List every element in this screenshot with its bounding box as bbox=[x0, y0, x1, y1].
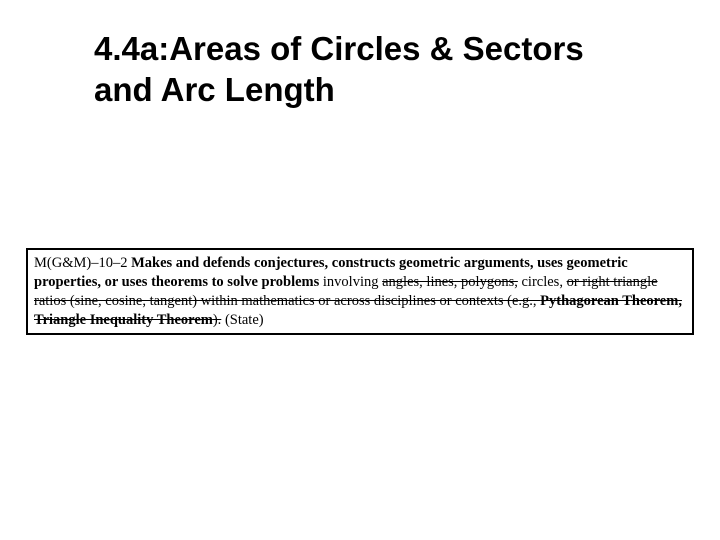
standard-text: M(G&M)–10–2 Makes and defends conjecture… bbox=[34, 254, 686, 329]
standard-plain3: (State) bbox=[221, 312, 263, 328]
standard-plain2: circles, bbox=[518, 274, 567, 290]
standard-box: M(G&M)–10–2 Makes and defends conjecture… bbox=[26, 248, 694, 335]
slide-title-container: 4.4a:Areas of Circles & Sectors and Arc … bbox=[94, 28, 634, 111]
standard-plain1: involving bbox=[323, 274, 382, 290]
slide-title: 4.4a:Areas of Circles & Sectors and Arc … bbox=[94, 28, 634, 111]
standard-code: M(G&M)–10–2 bbox=[34, 255, 131, 271]
standard-strike1: angles, lines, polygons, bbox=[382, 274, 518, 290]
